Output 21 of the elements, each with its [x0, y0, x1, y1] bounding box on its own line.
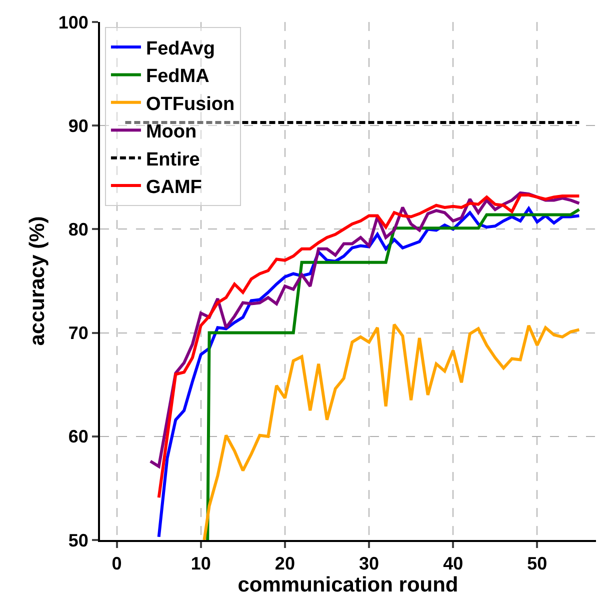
y-tick-label: 90	[68, 116, 88, 136]
line-series	[202, 323, 581, 540]
legend-label: GAMF	[146, 176, 202, 198]
y-tick-label: 100	[58, 12, 88, 32]
legend-label: OTFusion	[146, 94, 235, 115]
y-axis-title: accuracy (%)	[26, 216, 50, 346]
x-tick-label: 30	[359, 554, 380, 574]
y-tick-label: 70	[68, 323, 88, 344]
x-tick-label: 50	[527, 554, 548, 574]
x-tick-label: 0	[112, 554, 122, 574]
legend-label: FedMA	[146, 66, 210, 88]
x-tick-label: 40	[443, 554, 464, 574]
legend-label: FedAvg	[146, 38, 215, 60]
legend-label: Entire	[146, 149, 200, 170]
y-tick-label: 50	[68, 530, 88, 550]
x-tick-label: 20	[274, 554, 295, 574]
legend-label: Moon	[146, 122, 197, 143]
x-tick-label: 10	[190, 554, 211, 574]
x-axis-title: communication round	[238, 574, 458, 597]
y-tick-label: 60	[68, 426, 88, 447]
y-tick-label: 80	[68, 220, 88, 240]
